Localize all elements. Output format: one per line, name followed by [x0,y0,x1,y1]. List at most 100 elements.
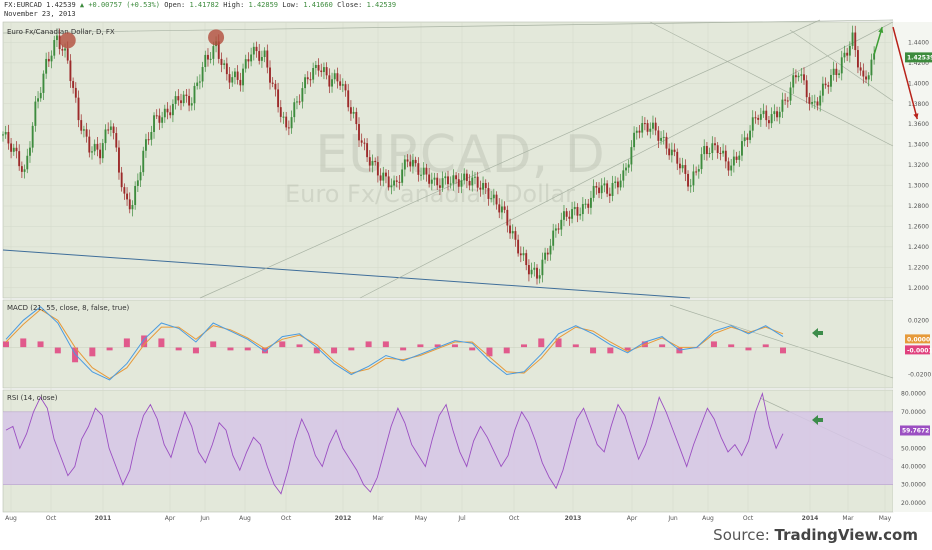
candle-body [848,45,851,56]
candle-body [414,159,417,164]
candle-body [153,115,155,132]
x-tick-label: Aug [239,515,251,522]
candle-body [349,107,352,114]
rsi-line [5,391,784,495]
candle-body [255,46,258,52]
candle-body [589,197,592,208]
candle-body [846,52,849,56]
candle-body [600,185,603,194]
candle-body [465,173,468,181]
candle-body [565,211,568,217]
candle-body [358,124,360,141]
candle-body [530,269,533,275]
macd-panel-title: MACD (21, 55, close, 8, false, true) [7,304,130,312]
candle-body [741,141,743,156]
open-label: Open: [164,1,186,9]
candle-body [58,35,61,50]
candle-body [287,127,290,129]
candle-body [411,159,414,167]
candle-body [317,64,320,71]
candle-body [422,167,425,175]
candle-body [792,75,795,88]
high-value: 1.42859 [248,1,279,9]
candle-body [274,83,277,90]
candle-body [495,194,498,205]
panel-2-background [2,299,894,389]
candle-body [309,79,312,81]
candle-body [77,97,80,121]
macd-signal-line [5,308,784,380]
candle-body [169,112,172,116]
x-tick-label: 2012 [335,515,352,522]
candle-body [144,139,147,151]
candle-body [436,177,439,186]
candle-body [514,231,517,240]
candle-body [811,101,814,104]
candle-body [247,59,250,62]
candle-body [827,85,830,87]
x-tick-label: Mar [842,515,854,522]
candle-body [549,245,552,255]
y-tick-label: 1.4000 [908,80,929,87]
candle-body [541,259,544,276]
macd-histogram-bar [106,347,113,351]
y-tick-label: 1.3600 [908,121,929,128]
candle-body [395,180,398,182]
candle-body [627,164,630,168]
candle-body [325,67,328,76]
candle-body [732,156,735,166]
candle-body [568,216,571,219]
x-tick-label: Jul [457,515,466,522]
candle-body [42,73,45,93]
candle-body [131,205,134,210]
candle-body [757,117,760,120]
candle-body [260,57,263,61]
macd-histogram-bar [348,347,355,351]
candle-body [336,73,339,82]
macd-histogram-bar [244,347,251,351]
candle-body [387,176,390,188]
candle-body [759,114,762,120]
macd-histogram-bar [572,344,579,348]
candle-body [571,209,574,219]
macd-histogram-bar [20,338,27,348]
candle-body [695,171,698,173]
candle-body [177,96,180,101]
candle-body [398,181,401,183]
candle-body [376,162,379,176]
macd-trend-line [669,304,894,379]
candle-body [134,185,137,206]
candle-body [290,117,293,129]
rsi-value-box [900,425,930,436]
candle-body [185,94,188,96]
candle-body [96,143,99,150]
candle-body [39,92,42,99]
low-value: 1.41660 [303,1,333,9]
candle-body [525,253,528,266]
candle-body [687,173,689,187]
candle-body [401,169,404,183]
rsi-y-tick-label: 20.0000 [901,500,926,507]
candle-body [670,149,673,156]
candle-body [50,55,53,62]
candle-body [233,71,236,78]
candle-body [579,214,582,216]
candle-body [608,193,611,196]
candle-body [773,111,776,115]
macd-histogram-bar [262,347,268,354]
candle-body [99,149,102,159]
candle-body [457,179,460,187]
candle-body [554,228,557,231]
candle-body [190,103,193,106]
candle-body [487,188,490,199]
candle-body [314,64,317,68]
candle-body [873,53,876,60]
candle-body [242,68,244,86]
low-label: Low: [282,1,300,9]
candle-body [692,171,695,186]
close-label: Close: [337,1,363,9]
candle-body [463,173,466,181]
candle-body [536,267,538,279]
